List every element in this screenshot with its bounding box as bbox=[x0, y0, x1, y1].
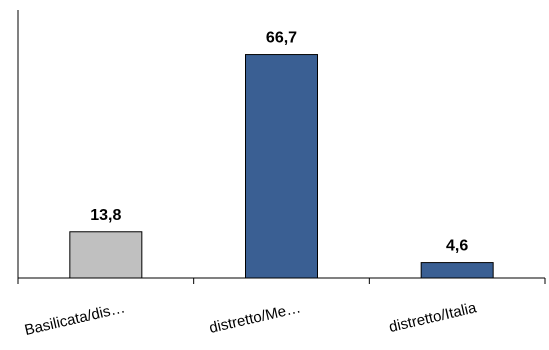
category-label: distretto/Me… bbox=[208, 299, 303, 337]
category-label: Basilicata/dis… bbox=[23, 299, 127, 339]
bar bbox=[420, 262, 494, 279]
x-axis-ticks bbox=[17, 278, 546, 284]
category-label: distretto/Italia bbox=[387, 299, 478, 336]
bar-value-label: 66,7 bbox=[266, 30, 297, 47]
bar bbox=[245, 54, 318, 279]
value-labels-group: 13,8 66,7 4,6 bbox=[90, 30, 468, 255]
bar bbox=[69, 231, 143, 279]
bars-group bbox=[69, 54, 494, 279]
bar-value-label: 13,8 bbox=[90, 207, 121, 224]
bar-value-label: 4,6 bbox=[446, 238, 468, 255]
category-labels-group: Basilicata/dis… distretto/Me… distretto/It… bbox=[23, 299, 479, 339]
